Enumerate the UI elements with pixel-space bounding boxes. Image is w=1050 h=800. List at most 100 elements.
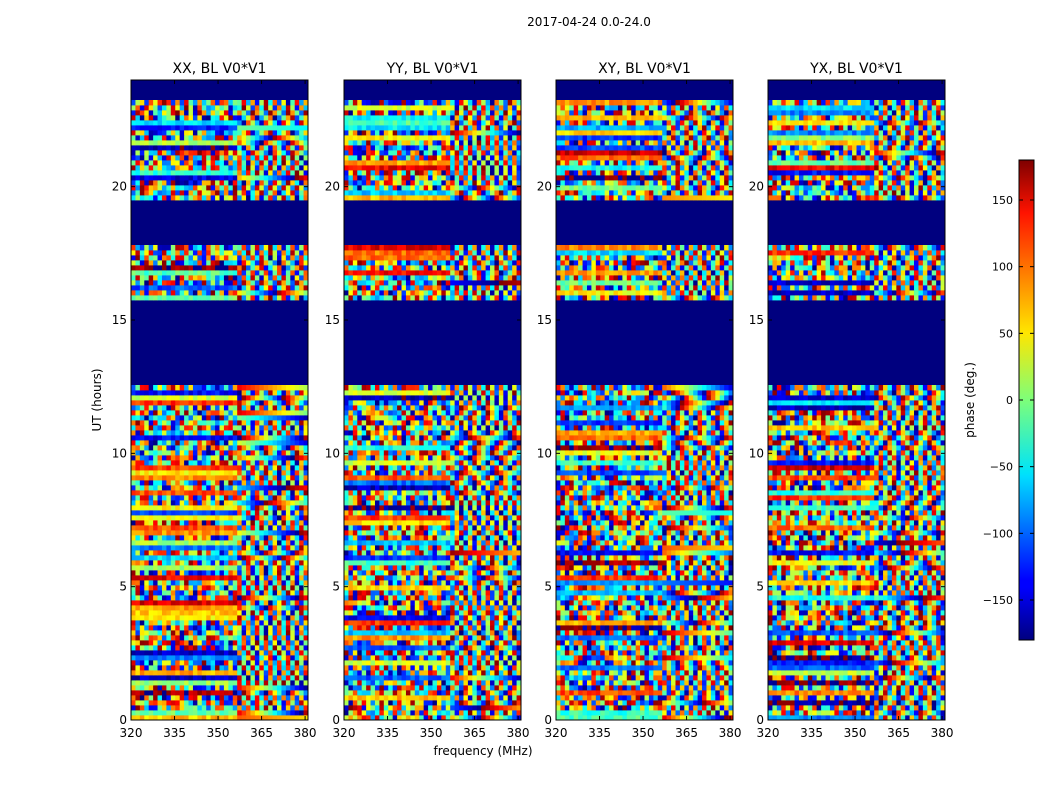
heatmap-cell [268,400,273,406]
heatmap-cell [277,495,282,501]
heatmap-cell [153,715,158,721]
heatmap-cell [170,130,176,136]
heatmap-cell [166,265,172,271]
heatmap-cell [379,600,385,606]
heatmap-cell [170,640,176,646]
heatmap-cell [148,455,154,461]
heatmap-cell [294,690,300,696]
heatmap-cell [285,400,291,406]
heatmap-cell [459,595,464,601]
heatmap-cell [423,655,429,661]
heatmap-cell [148,130,154,136]
heatmap-cell [299,280,304,286]
heatmap-cell [277,145,282,151]
heatmap-cell [254,430,260,436]
heatmap-cell [246,280,251,286]
heatmap-cell [290,665,296,671]
heatmap-cell [344,705,349,711]
heatmap-cell [357,610,363,616]
heatmap-cell [157,255,163,261]
heatmap-cell [490,715,495,721]
heatmap-cell [237,605,243,611]
heatmap-cell [192,465,198,471]
heatmap-cell [144,585,150,591]
heatmap-cell [153,655,158,661]
heatmap-cell [188,555,194,561]
heatmap-cell [272,515,278,521]
heatmap-cell [161,280,167,286]
heatmap-cell [299,430,304,436]
heatmap-cell [454,615,460,621]
heatmap-cell [290,260,296,266]
heatmap-cell [148,700,154,706]
heatmap-cell [170,510,176,516]
heatmap-cell [361,605,367,611]
heatmap-cell [299,470,304,476]
heatmap-cell [459,625,464,631]
heatmap-cell [223,260,229,266]
heatmap-cell [157,550,163,556]
heatmap-cell [241,600,247,606]
heatmap-cell [414,595,420,601]
heatmap-cell [277,400,282,406]
heatmap-cell [454,650,460,656]
heatmap-cell [139,610,145,616]
heatmap-cell [250,265,256,271]
heatmap-cell [223,395,229,401]
heatmap-cell [215,270,220,276]
heatmap-cell [357,670,363,676]
heatmap-cell [157,480,163,486]
heatmap-cell [374,660,380,666]
heatmap-cell [223,710,229,716]
heatmap-cell [219,640,225,646]
heatmap-cell [241,410,247,416]
heatmap-cell [290,520,296,526]
heatmap-cell [153,270,158,276]
heatmap-cell [237,530,243,536]
heatmap-cell [299,110,304,116]
heatmap-cell [192,510,198,516]
heatmap-cell [219,480,225,486]
heatmap-cell [379,635,385,641]
heatmap-cell [259,265,265,271]
heatmap-cell [179,675,185,681]
heatmap-cell [472,640,478,646]
heatmap-cell [170,290,176,296]
heatmap-cell [188,245,194,251]
heatmap-cell [467,640,473,646]
heatmap-cell [223,135,229,141]
heatmap-cell [179,645,185,651]
heatmap-cell [153,250,158,256]
heatmap-cell [490,660,495,666]
heatmap-cell [259,280,265,286]
heatmap-cell [170,395,176,401]
heatmap-cell [450,630,456,636]
heatmap-cell [223,675,229,681]
heatmap-cell [498,635,504,641]
heatmap-cell [237,655,243,661]
heatmap-cell [294,280,300,286]
heatmap-cell [219,530,225,536]
heatmap-cell [232,255,238,261]
heatmap-cell [144,540,150,546]
heatmap-cell [175,560,181,566]
heatmap-cell [157,650,163,656]
heatmap-cell [299,530,304,536]
heatmap-cell [259,480,265,486]
heatmap-cell [285,700,291,706]
heatmap-cell [153,100,158,106]
heatmap-cell [299,540,304,546]
heatmap-cell [192,600,198,606]
heatmap-cell [285,685,291,691]
heatmap-cell [161,555,167,561]
heatmap-cell [281,670,287,676]
heatmap-cell [206,260,212,266]
heatmap-cell [476,595,482,601]
heatmap-cell [188,550,194,556]
heatmap-cell [144,425,150,431]
heatmap-cell [246,250,251,256]
heatmap-cell [485,620,491,626]
heatmap-cell [148,260,154,266]
heatmap-cell [290,195,296,201]
heatmap-cell [405,690,411,696]
